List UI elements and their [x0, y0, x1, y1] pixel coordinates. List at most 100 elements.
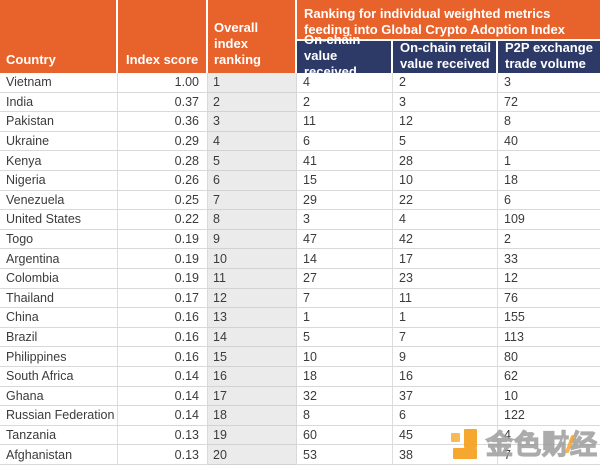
table-row: China 0.16 13 1 1 155 — [0, 308, 600, 328]
index-score-cell: 0.19 — [118, 229, 208, 250]
country-cell: Venezuela — [0, 190, 118, 211]
col-header-country: Country — [0, 0, 118, 73]
overall-rank-cell: 2 — [208, 92, 297, 113]
p2p-volume-cell: 12 — [498, 269, 600, 289]
table-row: Nigeria 0.26 6 15 10 18 — [0, 170, 600, 191]
p2p-volume-cell: 155 — [498, 308, 600, 328]
overall-rank-cell: 14 — [208, 327, 297, 348]
index-score-cell: 0.16 — [118, 347, 208, 367]
table-row: Togo 0.19 9 47 42 2 — [0, 229, 600, 250]
overall-rank-cell: 20 — [208, 445, 297, 465]
overall-rank-cell: 18 — [208, 406, 297, 426]
table-row: United States 0.22 8 3 4 109 — [0, 210, 600, 230]
metrics-group-header: Ranking for individual weighted metrics … — [297, 0, 600, 41]
index-score-cell: 0.14 — [118, 366, 208, 387]
onchain-value-cell: 14 — [297, 249, 393, 269]
country-cell: Vietnam — [0, 73, 118, 93]
overall-rank-cell: 11 — [208, 268, 297, 289]
overall-rank-cell: 16 — [208, 366, 297, 387]
onchain-retail-cell: 11 — [393, 288, 498, 309]
onchain-retail-cell: 45 — [393, 425, 498, 446]
overall-rank-cell: 5 — [208, 151, 297, 171]
p2p-volume-cell: 8 — [498, 112, 600, 132]
table-row: Brazil 0.16 14 5 7 113 — [0, 327, 600, 348]
p2p-volume-cell: 72 — [498, 93, 600, 113]
onchain-retail-cell: 42 — [393, 229, 498, 250]
onchain-value-cell: 18 — [297, 366, 393, 387]
index-score-cell: 0.14 — [118, 386, 208, 407]
country-cell: Argentina — [0, 249, 118, 269]
onchain-value-cell: 11 — [297, 112, 393, 132]
index-score-cell: 0.13 — [118, 425, 208, 446]
overall-rank-cell: 13 — [208, 308, 297, 328]
index-score-cell: 0.26 — [118, 170, 208, 191]
overall-rank-cell: 19 — [208, 425, 297, 446]
index-score-cell: 0.19 — [118, 268, 208, 289]
col-header-onchain-retail-label: On-chain retail value received — [400, 40, 492, 71]
col-header-p2p-volume: P2P exchange trade volume — [498, 40, 600, 73]
col-header-onchain-value-label: On-chain value received — [304, 32, 361, 79]
index-score-cell: 0.36 — [118, 112, 208, 132]
onchain-retail-cell: 7 — [393, 327, 498, 348]
onchain-retail-cell: 23 — [393, 268, 498, 289]
index-score-cell: 0.25 — [118, 190, 208, 211]
onchain-value-cell: 27 — [297, 268, 393, 289]
index-score-cell: 0.37 — [118, 92, 208, 113]
index-score-cell: 0.16 — [118, 327, 208, 348]
overall-rank-cell: 15 — [208, 347, 297, 367]
country-cell: South Africa — [0, 366, 118, 387]
table-row: Colombia 0.19 11 27 23 12 — [0, 268, 600, 289]
p2p-volume-cell: 122 — [498, 406, 600, 426]
country-cell: Ukraine — [0, 131, 118, 152]
onchain-retail-cell: 17 — [393, 249, 498, 269]
col-header-p2p-volume-label: P2P exchange trade volume — [505, 40, 593, 71]
table-row: Tanzania 0.13 19 60 45 4 — [0, 425, 600, 446]
onchain-retail-cell: 9 — [393, 347, 498, 367]
table-row: Ukraine 0.29 4 6 5 40 — [0, 131, 600, 152]
table-row: Afghanistan 0.13 20 53 38 7 — [0, 445, 600, 465]
table-row: India 0.37 2 2 3 72 — [0, 92, 600, 113]
onchain-value-cell: 6 — [297, 131, 393, 152]
table-row: Kenya 0.28 5 41 28 1 — [0, 151, 600, 171]
col-header-onchain-retail: On-chain retail value received — [393, 40, 498, 73]
onchain-retail-cell: 5 — [393, 131, 498, 152]
onchain-value-cell: 41 — [297, 151, 393, 171]
country-cell: Russian Federation — [0, 406, 118, 426]
overall-rank-cell: 9 — [208, 229, 297, 250]
overall-rank-cell: 17 — [208, 386, 297, 407]
index-score-cell: 0.29 — [118, 131, 208, 152]
table-row: South Africa 0.14 16 18 16 62 — [0, 366, 600, 387]
p2p-volume-cell: 109 — [498, 210, 600, 230]
onchain-retail-cell: 4 — [393, 210, 498, 230]
onchain-value-cell: 2 — [297, 92, 393, 113]
overall-rank-cell: 12 — [208, 288, 297, 309]
index-score-cell: 1.00 — [118, 73, 208, 93]
onchain-value-cell: 53 — [297, 445, 393, 465]
p2p-volume-cell: 62 — [498, 367, 600, 387]
col-header-index-score-label: Index score — [126, 52, 199, 67]
p2p-volume-cell: 10 — [498, 387, 600, 407]
metrics-group-header-label: Ranking for individual weighted metrics … — [304, 6, 565, 37]
onchain-value-cell: 5 — [297, 327, 393, 348]
col-header-overall-ranking-label: Overall index ranking — [214, 20, 261, 67]
onchain-value-cell: 60 — [297, 425, 393, 446]
country-cell: Ghana — [0, 386, 118, 407]
onchain-retail-cell: 37 — [393, 386, 498, 407]
p2p-volume-cell: 80 — [498, 347, 600, 367]
index-score-cell: 0.13 — [118, 445, 208, 465]
onchain-retail-cell: 16 — [393, 366, 498, 387]
onchain-value-cell: 47 — [297, 229, 393, 250]
overall-rank-cell: 3 — [208, 112, 297, 132]
table-row: Pakistan 0.36 3 11 12 8 — [0, 112, 600, 132]
p2p-volume-cell: 7 — [498, 445, 600, 465]
p2p-volume-cell: 2 — [498, 230, 600, 250]
table-row: Argentina 0.19 10 14 17 33 — [0, 249, 600, 269]
country-cell: Tanzania — [0, 425, 118, 446]
onchain-value-cell: 10 — [297, 347, 393, 367]
onchain-value-cell: 15 — [297, 170, 393, 191]
onchain-retail-cell: 2 — [393, 73, 498, 93]
onchain-retail-cell: 28 — [393, 151, 498, 171]
country-cell: Philippines — [0, 347, 118, 367]
onchain-retail-cell: 38 — [393, 445, 498, 465]
